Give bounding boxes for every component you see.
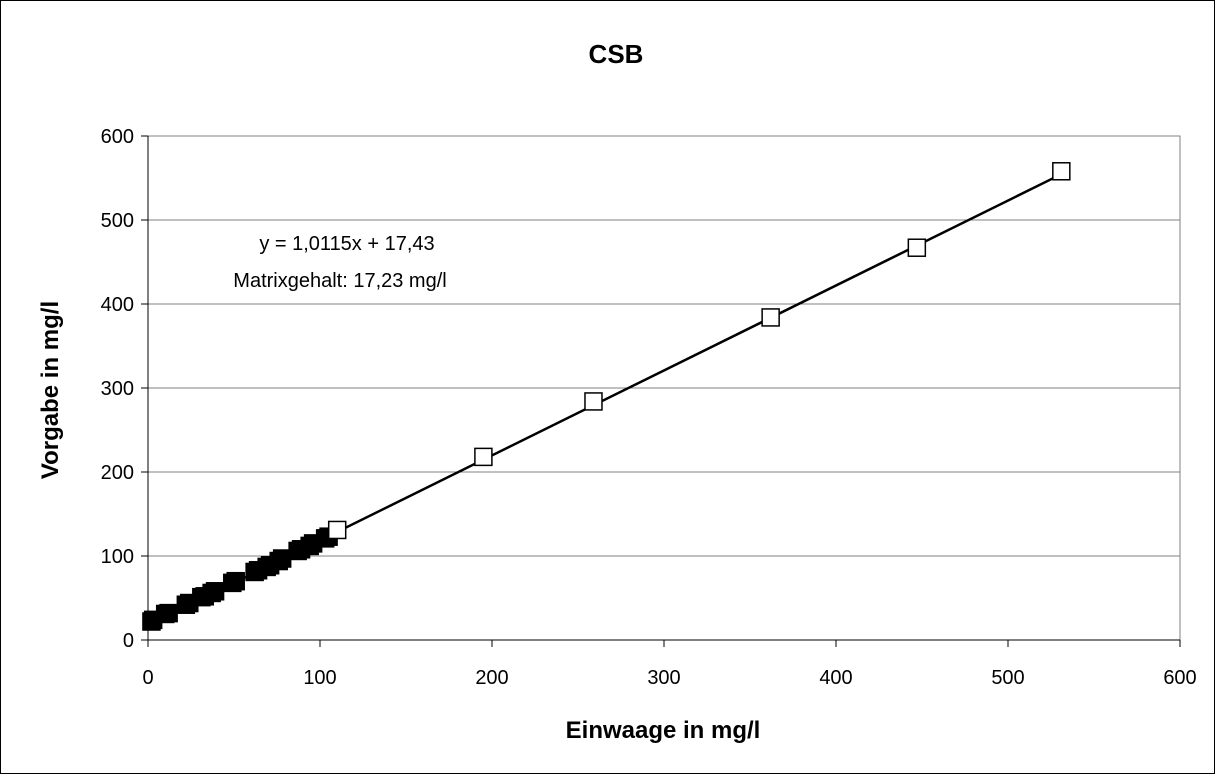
y-tick-label: 500 (101, 210, 134, 232)
y-tick-label: 300 (101, 378, 134, 400)
y-axis-label: Vorgabe in mg/l (37, 301, 64, 479)
data-markers (142, 162, 1071, 631)
x-tick-label: 600 (1163, 667, 1196, 689)
open-square-marker (761, 308, 780, 327)
y-tick-label: 400 (101, 294, 134, 316)
y-tick-label: 100 (101, 546, 134, 568)
x-tick-label: 300 (647, 667, 680, 689)
open-square-marker (584, 392, 603, 411)
y-tick-label: 200 (101, 462, 134, 484)
x-tick-label: 100 (303, 667, 336, 689)
x-tick-label: 400 (819, 667, 852, 689)
x-tick-label: 500 (991, 667, 1024, 689)
x-axis-label: Einwaage in mg/l (566, 717, 761, 744)
tick-labels: 0 100 200 300 400 500 600 0 100 200 300 400 500 600 (101, 126, 1197, 689)
matrix-annotation: Matrixgehalt: 17,23 mg/l (233, 270, 446, 292)
filled-square-marker (205, 582, 225, 601)
filled-square-marker (272, 549, 292, 568)
y-tick-label: 600 (101, 126, 134, 148)
filled-square-marker (226, 571, 245, 591)
x-tick-label: 0 (142, 667, 153, 689)
chart-title: CSB (589, 39, 644, 69)
gridlines (148, 135, 1180, 557)
open-square-marker (474, 447, 493, 467)
x-tick-label: 200 (475, 667, 508, 689)
open-square-marker (907, 238, 927, 257)
tick-marks (141, 135, 1181, 647)
open-square-marker (1052, 162, 1071, 181)
y-tick-label: 0 (123, 630, 134, 652)
equation-annotation: y = 1,0115x + 17,43 (259, 233, 434, 255)
open-square-marker (327, 520, 347, 540)
filled-square-marker (159, 603, 178, 623)
